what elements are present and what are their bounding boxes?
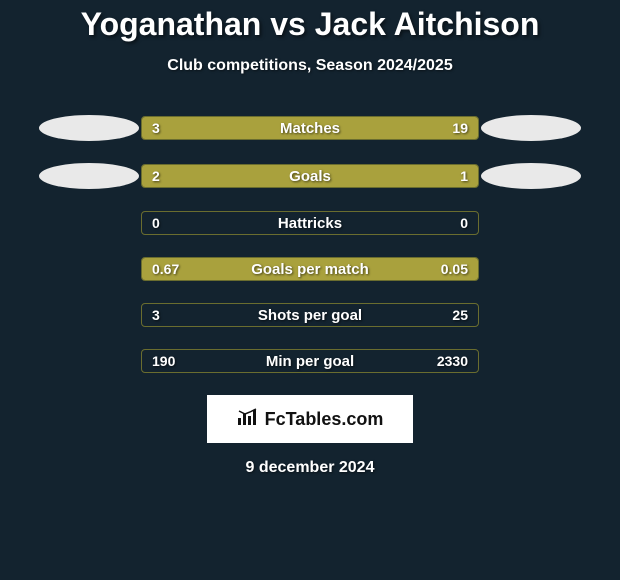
stat-value-right: 0 [460,212,468,234]
stat-value-left: 0 [152,212,160,234]
bar-left-fill [142,258,407,280]
subtitle: Club competitions, Season 2024/2025 [0,57,620,75]
right-indicator-slot [479,163,583,189]
stat-label: Min per goal [142,350,478,372]
right-ellipse-icon [481,115,581,141]
bar-chart-icon [237,408,259,431]
left-indicator-slot [37,163,141,189]
stat-value-left: 3 [152,117,160,139]
stat-value-right: 0.05 [441,258,468,280]
page-title: Yoganathan vs Jack Aitchison [0,6,620,43]
stat-bar: Matches319 [141,116,479,140]
stat-bar: Goals21 [141,164,479,188]
stat-label: Shots per goal [142,304,478,326]
left-ellipse-icon [39,163,139,189]
logo-box: FcTables.com [207,395,413,443]
right-ellipse-icon [481,163,581,189]
logo-text: FcTables.com [265,409,384,430]
stat-bar: Hattricks0 0 [141,211,479,235]
bar-right-fill [202,117,478,139]
stat-value-left: 0.67 [152,258,179,280]
stat-value-right: 1 [460,165,468,187]
stat-value-left: 3 [152,304,160,326]
comparison-rows: Matches319Goals21Hattricks00Goals per ma… [0,115,620,373]
stat-row: Matches319 [0,115,620,141]
stat-value-left: 2 [152,165,160,187]
stat-value-right: 19 [452,117,468,139]
stat-label: Hattricks [142,212,478,234]
stat-row: Min per goal190 2330 [0,349,620,373]
stat-value-left: 190 [152,350,175,372]
stat-bar: Min per goal190 2330 [141,349,479,373]
footer-date: 9 december 2024 [0,459,620,477]
left-ellipse-icon [39,115,139,141]
stat-bar: Shots per goal3 25 [141,303,479,327]
stat-row: Goals21 [0,163,620,189]
left-indicator-slot [37,115,141,141]
stat-row: Hattricks0 0 [0,211,620,235]
stat-row: Goals per match0.670.05 [0,257,620,281]
stat-value-right: 2330 [437,350,468,372]
stat-bar: Goals per match0.670.05 [141,257,479,281]
stat-value-right: 25 [452,304,468,326]
stat-row: Shots per goal3 25 [0,303,620,327]
right-indicator-slot [479,115,583,141]
bar-left-fill [142,165,478,187]
